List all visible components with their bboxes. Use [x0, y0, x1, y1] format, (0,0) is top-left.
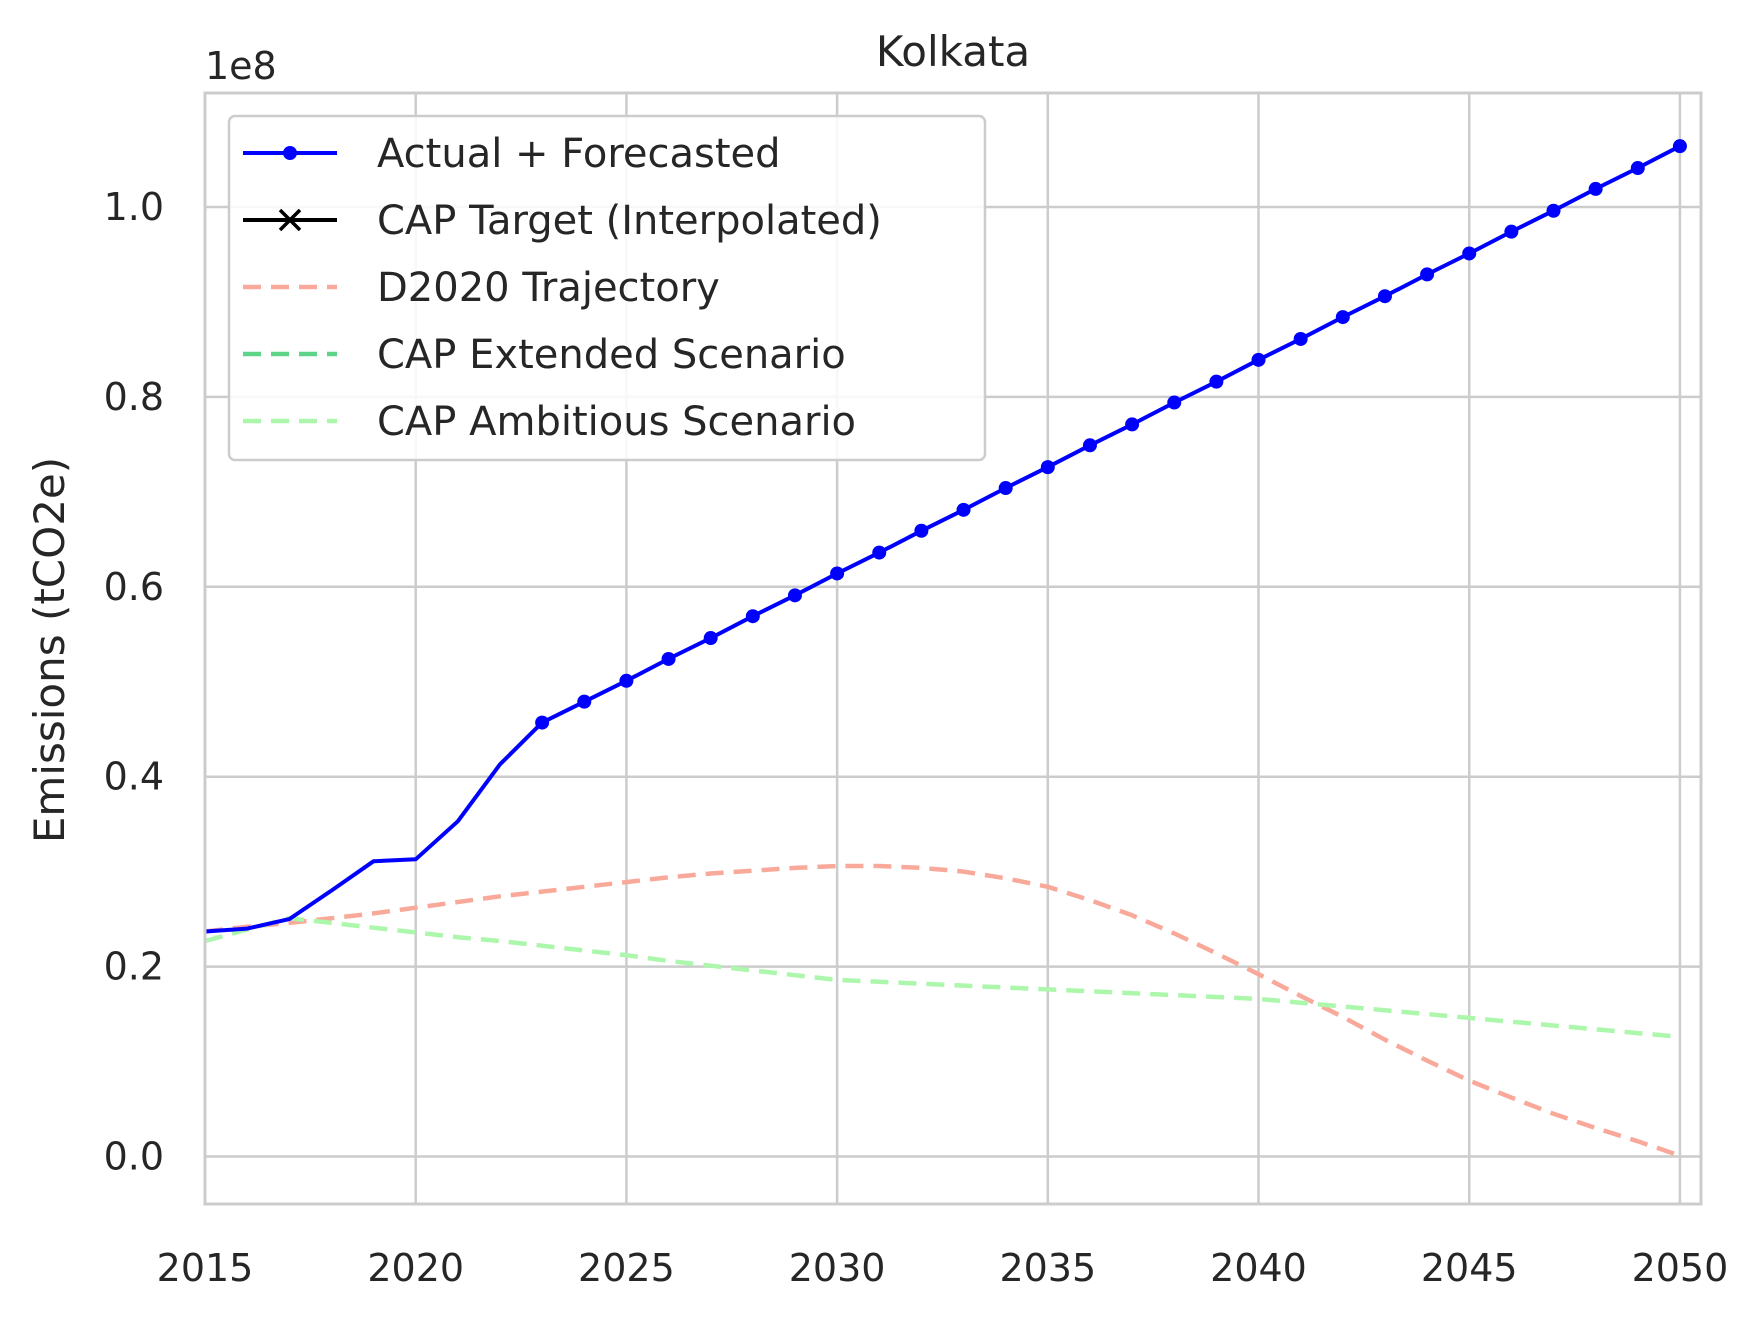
- data-point: [1504, 224, 1519, 239]
- data-point: [1209, 374, 1224, 389]
- data-point: [1167, 395, 1182, 410]
- x-tick-label: 2015: [157, 1246, 254, 1290]
- legend: Actual + Forecasted CAP Target (Interpola…: [227, 114, 987, 462]
- y-tick-label: 0.0: [104, 1135, 164, 1179]
- tick-labels: 2015 2020 2025 2030 2035 2040 2045 2050 0.0 0.2 0.…: [104, 185, 1729, 1290]
- data-point: [1546, 203, 1561, 218]
- series-line-cap-ambitious-scenario: [204, 915, 1681, 1040]
- data-point: [1293, 331, 1308, 346]
- legend-label: CAP Target (Interpolated): [377, 198, 882, 244]
- data-point: [535, 715, 550, 730]
- data-point: [1462, 246, 1477, 261]
- data-point: [661, 651, 676, 666]
- data-point: [619, 673, 634, 688]
- legend-item-cap-extended-scenario: CAP Extended Scenario: [243, 332, 846, 378]
- y-tick-label: 0.4: [104, 755, 164, 799]
- data-point: [914, 523, 929, 538]
- data-point: [998, 481, 1013, 496]
- data-point: [1672, 139, 1687, 154]
- legend-marker: [283, 146, 297, 160]
- y-tick-label: 0.8: [104, 375, 164, 419]
- legend-label: D2020 Trajectory: [377, 265, 720, 311]
- legend-item-cap-target-interpolated: CAP Target (Interpolated): [243, 198, 882, 244]
- data-point: [956, 502, 971, 517]
- y-tick-label: 0.6: [104, 565, 164, 609]
- data-point: [1630, 161, 1645, 176]
- data-point: [577, 694, 592, 709]
- x-tick-label: 2025: [578, 1246, 675, 1290]
- legend-item-d2020-trajectory: D2020 Trajectory: [243, 265, 720, 311]
- legend-label: Actual + Forecasted: [377, 131, 781, 177]
- data-point: [787, 588, 802, 603]
- y-tick-label: 0.2: [104, 945, 164, 989]
- data-point: [1588, 181, 1603, 196]
- x-tick-label: 2030: [789, 1246, 886, 1290]
- data-point: [1251, 352, 1266, 367]
- series-layer: [204, 139, 1687, 1158]
- x-tick-label: 2040: [1210, 1246, 1307, 1290]
- data-point: [1335, 310, 1350, 325]
- legend-label: CAP Extended Scenario: [377, 332, 846, 378]
- data-point: [1420, 267, 1435, 282]
- legend-item-cap-ambitious-scenario: CAP Ambitious Scenario: [243, 399, 856, 445]
- data-point: [745, 609, 760, 624]
- y-tick-label: 1.0: [104, 185, 164, 229]
- series-line-d2020-trajectory: [204, 863, 1681, 1158]
- x-tick-label: 2035: [999, 1246, 1096, 1290]
- legend-frame: [227, 114, 987, 462]
- legend-label: CAP Ambitious Scenario: [377, 399, 856, 445]
- plot-frame: [203, 91, 1703, 1206]
- data-point: [1377, 289, 1392, 304]
- x-tick-label: 2045: [1421, 1246, 1518, 1290]
- y-axis-label: Emissions (tCO2e): [25, 457, 74, 843]
- data-point: [830, 566, 845, 581]
- x-tick-label: 2020: [367, 1246, 464, 1290]
- x-tick-label: 2050: [1632, 1246, 1729, 1290]
- data-point: [872, 545, 887, 560]
- series-line-actual-forecasted: [204, 144, 1681, 934]
- y-offset-label: 1e8: [205, 44, 277, 88]
- data-point: [703, 631, 718, 646]
- data-point: [1125, 417, 1140, 432]
- data-point: [1040, 460, 1055, 475]
- legend-marker: [278, 208, 302, 232]
- legend-item-actual-forecasted: Actual + Forecasted: [243, 131, 781, 177]
- chart-title: Kolkata: [876, 27, 1030, 76]
- data-point: [1082, 438, 1097, 453]
